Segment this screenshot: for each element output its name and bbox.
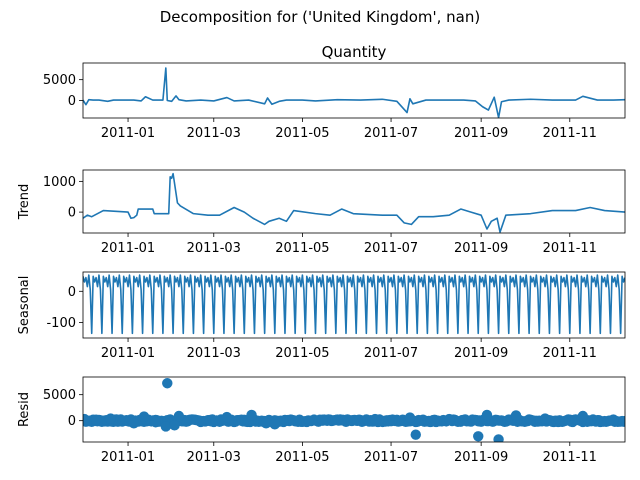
y-tick-label: 0	[68, 94, 76, 109]
y-tick-label: 0	[68, 206, 76, 221]
x-tick-label: 2011-05	[275, 241, 329, 256]
y-tick-label: -100	[46, 316, 76, 331]
y-tick-label: 0	[68, 285, 76, 300]
resid-point	[138, 411, 150, 422]
axes-frame	[82, 271, 626, 339]
x-tick-label: 2011-05	[275, 346, 329, 361]
series-group	[83, 67, 625, 118]
x-tick-label: 2011-01	[101, 346, 155, 361]
observed-panel: Quantity 0 5000 2011-01 2011-03 2011-05 2011-0…	[43, 43, 626, 141]
resid-point	[481, 409, 493, 421]
resid-point	[150, 417, 161, 428]
x-tick-label: 2011-11	[543, 450, 597, 465]
resid-panel: Resid 0 5000 2011-01 2011-03 2011-05 2011-07 20…	[17, 376, 626, 465]
resid-point	[404, 412, 416, 423]
resid-point	[128, 418, 140, 429]
resid-point	[619, 415, 625, 427]
resid-point	[173, 410, 185, 422]
trend-line	[83, 172, 625, 233]
resid-point	[160, 421, 172, 432]
resid-point	[269, 419, 281, 430]
x-tick-label: 2011-07	[364, 346, 418, 361]
observed-line	[83, 67, 625, 118]
trend-panel: Trend 0 1000 2011-01 2011-03 2011-05 2011-07 20…	[17, 169, 626, 256]
resid-point	[510, 410, 522, 421]
x-tick-label: 2011-03	[187, 241, 241, 256]
resid-point	[105, 413, 116, 424]
x-tick-label: 2011-09	[454, 241, 508, 256]
resid-point	[493, 434, 504, 442]
y-axis-label: Resid	[17, 392, 32, 427]
resid-point	[221, 411, 233, 423]
y-tick-label: 5000	[43, 388, 76, 403]
x-tick-label: 2011-11	[543, 241, 597, 256]
resid-point	[162, 378, 173, 389]
x-tick-label: 2011-09	[454, 346, 508, 361]
series-group	[83, 172, 625, 233]
seasonal-panel: Seasonal -100 0 2011-01 2011-03 2011-05 2011-0…	[17, 271, 626, 361]
x-tick-label: 2011-11	[543, 126, 597, 141]
x-tick-label: 2011-09	[454, 126, 508, 141]
x-tick-label: 2011-03	[187, 126, 241, 141]
seasonal-line	[83, 274, 625, 335]
resid-point	[410, 429, 421, 440]
x-tick-label: 2011-07	[364, 126, 418, 141]
resid-point	[369, 413, 381, 425]
series-group	[83, 378, 625, 442]
y-axis-label: Seasonal	[17, 276, 32, 335]
panel-title: Quantity	[322, 43, 387, 61]
x-tick-label: 2011-01	[101, 126, 155, 141]
x-tick-label: 2011-07	[364, 450, 418, 465]
resid-point	[260, 418, 272, 429]
axes-frame	[82, 62, 626, 119]
resid-point	[246, 409, 257, 421]
x-tick-label: 2011-07	[364, 241, 418, 256]
figure-suptitle: Decomposition for ('United Kingdom', nan…	[160, 8, 480, 26]
series-group	[83, 274, 625, 335]
resid-point	[169, 420, 180, 431]
axes-frame	[82, 169, 626, 234]
x-tick-label: 2011-11	[543, 346, 597, 361]
y-tick-label: 0	[68, 414, 76, 429]
resid-point	[608, 414, 619, 426]
resid-point	[539, 413, 551, 424]
x-tick-label: 2011-03	[187, 346, 241, 361]
x-tick-label: 2011-01	[101, 450, 155, 465]
y-tick-label: 1000	[43, 175, 76, 190]
y-axis-label: Trend	[17, 184, 32, 221]
x-tick-label: 2011-09	[454, 450, 508, 465]
x-tick-label: 2011-05	[275, 126, 329, 141]
x-tick-label: 2011-01	[101, 241, 155, 256]
resid-point	[317, 414, 328, 425]
resid-point	[83, 413, 90, 425]
x-tick-label: 2011-03	[187, 450, 241, 465]
resid-point	[473, 431, 484, 442]
x-tick-label: 2011-05	[275, 450, 329, 465]
y-tick-label: 5000	[43, 73, 76, 88]
resid-point	[90, 414, 102, 425]
resid-point	[577, 410, 589, 422]
resid-point	[443, 413, 455, 425]
axes-frame	[82, 376, 626, 443]
